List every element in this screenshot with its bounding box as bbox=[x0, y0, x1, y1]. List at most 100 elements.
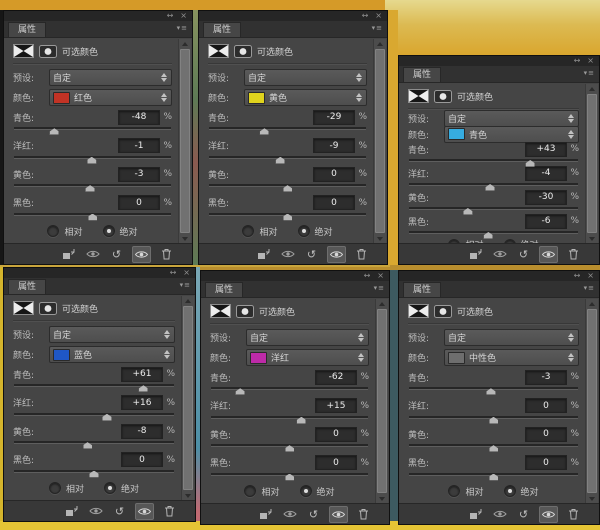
scroll-up-icon[interactable] bbox=[374, 39, 386, 48]
clip-to-layer-icon[interactable] bbox=[467, 247, 484, 262]
view-previous-state-icon[interactable] bbox=[279, 247, 296, 262]
close-panel-icon[interactable]: × bbox=[587, 56, 594, 65]
yellow-slider[interactable] bbox=[13, 182, 172, 193]
magenta-value-input[interactable]: 0 bbox=[525, 398, 567, 414]
black-value-input[interactable]: 0 bbox=[313, 195, 355, 211]
clip-to-layer-icon[interactable] bbox=[60, 247, 77, 262]
collapse-panel-icon[interactable]: ↔ bbox=[169, 268, 177, 277]
yellow-slider[interactable] bbox=[208, 182, 367, 193]
delete-icon[interactable] bbox=[353, 247, 370, 262]
panel-titlebar[interactable]: ↔ × bbox=[399, 56, 599, 66]
close-panel-icon[interactable]: × bbox=[183, 268, 190, 277]
radio-circle[interactable] bbox=[297, 225, 310, 238]
black-slider[interactable] bbox=[208, 211, 367, 221]
collapse-panel-icon[interactable]: ↔ bbox=[573, 271, 581, 280]
panel-titlebar[interactable]: ↔ × bbox=[199, 11, 387, 21]
cyan-value-input[interactable]: +43 bbox=[525, 141, 567, 157]
close-panel-icon[interactable]: × bbox=[587, 271, 594, 280]
radio-circle[interactable] bbox=[104, 482, 116, 495]
clip-to-layer-icon[interactable] bbox=[257, 507, 274, 522]
relative-radio[interactable]: 相对 bbox=[448, 238, 484, 243]
black-value-input[interactable]: 0 bbox=[118, 195, 160, 211]
cyan-slider[interactable] bbox=[13, 125, 172, 136]
panel-titlebar[interactable]: ↔ × bbox=[201, 271, 389, 281]
panel-titlebar[interactable]: ↔ × bbox=[4, 268, 195, 278]
tab-properties[interactable]: 属性 bbox=[203, 22, 242, 37]
visibility-eye-icon[interactable] bbox=[329, 505, 348, 523]
relative-radio[interactable]: 相对 bbox=[48, 482, 84, 495]
preset-dropdown[interactable]: 自定 bbox=[246, 328, 369, 346]
yellow-slider[interactable] bbox=[408, 205, 579, 215]
panel-titlebar[interactable]: ↔ × bbox=[4, 11, 192, 21]
slider-thumb[interactable] bbox=[489, 445, 498, 453]
reset-icon[interactable]: ↺ bbox=[308, 507, 319, 521]
slider-thumb[interactable] bbox=[235, 388, 245, 396]
panel-titlebar[interactable]: ↔ × bbox=[399, 271, 599, 281]
yellow-value-input[interactable]: 0 bbox=[313, 166, 355, 182]
color-dropdown[interactable]: 红色 bbox=[49, 89, 172, 107]
preset-dropdown[interactable]: 自定 bbox=[444, 109, 579, 127]
scrollbar[interactable] bbox=[178, 39, 191, 243]
magenta-slider[interactable] bbox=[210, 414, 369, 424]
radio-circle[interactable] bbox=[448, 238, 461, 243]
black-slider[interactable] bbox=[210, 471, 369, 481]
clip-to-layer-icon[interactable] bbox=[63, 504, 80, 519]
slider-thumb[interactable] bbox=[87, 156, 97, 164]
slider-thumb[interactable] bbox=[489, 416, 498, 424]
black-value-input[interactable]: 0 bbox=[525, 455, 567, 471]
scrollbar[interactable] bbox=[375, 299, 388, 503]
radio-circle[interactable] bbox=[448, 485, 461, 498]
layer-mask-icon[interactable] bbox=[434, 89, 452, 103]
delete-icon[interactable] bbox=[161, 504, 178, 519]
panel-menu-icon[interactable]: ▾≡ bbox=[583, 284, 595, 292]
yellow-value-input[interactable]: -30 bbox=[525, 189, 567, 205]
slider-thumb[interactable] bbox=[138, 385, 148, 393]
tab-properties[interactable]: 属性 bbox=[403, 282, 442, 297]
color-dropdown[interactable]: 洋红 bbox=[246, 349, 369, 367]
yellow-value-input[interactable]: 0 bbox=[525, 426, 567, 442]
radio-circle[interactable] bbox=[48, 482, 61, 495]
scrollbar-thumb[interactable] bbox=[183, 306, 193, 490]
scroll-down-icon[interactable] bbox=[586, 494, 598, 503]
tab-properties[interactable]: 属性 bbox=[403, 67, 442, 82]
preset-dropdown[interactable]: 自定 bbox=[49, 68, 172, 86]
magenta-slider[interactable] bbox=[13, 411, 175, 421]
cyan-value-input[interactable]: +61 bbox=[121, 366, 163, 382]
close-panel-icon[interactable]: × bbox=[180, 11, 187, 20]
layer-mask-icon[interactable] bbox=[236, 304, 254, 318]
slider-thumb[interactable] bbox=[49, 128, 59, 136]
scrollbar-thumb[interactable] bbox=[587, 309, 597, 493]
delete-icon[interactable] bbox=[158, 247, 175, 262]
scrollbar-thumb[interactable] bbox=[587, 94, 597, 233]
slider-thumb[interactable] bbox=[89, 470, 99, 478]
yellow-value-input[interactable]: -3 bbox=[118, 166, 160, 182]
tab-properties[interactable]: 属性 bbox=[205, 282, 244, 297]
color-dropdown[interactable]: 青色 bbox=[444, 125, 579, 143]
cyan-slider[interactable] bbox=[408, 385, 579, 396]
panel-menu-icon[interactable]: ▾≡ bbox=[583, 69, 595, 77]
slider-thumb[interactable] bbox=[85, 185, 95, 193]
radio-circle[interactable] bbox=[299, 485, 312, 498]
slider-thumb[interactable] bbox=[296, 416, 306, 424]
tab-properties[interactable]: 属性 bbox=[8, 22, 47, 37]
scroll-up-icon[interactable] bbox=[179, 39, 191, 48]
preset-dropdown[interactable]: 自定 bbox=[49, 325, 175, 343]
magenta-value-input[interactable]: +16 bbox=[121, 395, 163, 411]
absolute-radio[interactable]: 绝对 bbox=[104, 482, 139, 495]
scroll-down-icon[interactable] bbox=[179, 234, 191, 243]
black-value-input[interactable]: -6 bbox=[525, 213, 567, 229]
scroll-down-icon[interactable] bbox=[586, 234, 598, 243]
collapse-panel-icon[interactable]: ↔ bbox=[573, 56, 581, 65]
black-slider[interactable] bbox=[408, 229, 579, 239]
magenta-value-input[interactable]: -4 bbox=[525, 165, 567, 181]
cyan-value-input[interactable]: -48 bbox=[118, 109, 160, 125]
visibility-eye-icon[interactable] bbox=[539, 505, 558, 523]
yellow-slider[interactable] bbox=[13, 439, 175, 450]
reset-icon[interactable]: ↺ bbox=[306, 247, 317, 261]
layer-mask-icon[interactable] bbox=[39, 44, 57, 58]
cyan-slider[interactable] bbox=[208, 125, 367, 136]
color-dropdown[interactable]: 黄色 bbox=[244, 89, 367, 107]
slider-thumb[interactable] bbox=[283, 213, 292, 221]
absolute-radio[interactable]: 绝对 bbox=[299, 485, 335, 498]
reset-icon[interactable]: ↺ bbox=[114, 504, 125, 518]
